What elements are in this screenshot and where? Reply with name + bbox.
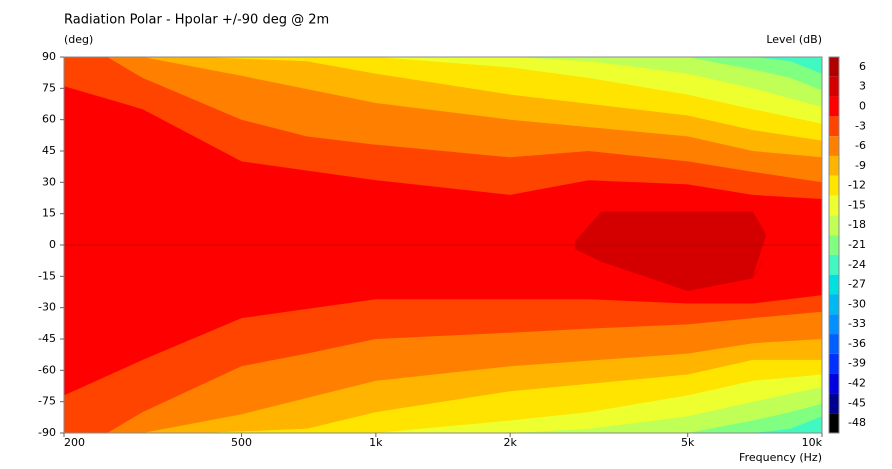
colorbar-tick-label: -9 — [855, 159, 866, 172]
x-tick-label: 1k — [369, 436, 383, 449]
colorbar-swatch — [829, 294, 839, 315]
colorbar-tick-label: -27 — [848, 278, 866, 291]
y-tick-label: -30 — [38, 301, 56, 314]
y-tick-label: 90 — [42, 50, 56, 63]
colorbar-tick-label: -6 — [855, 139, 866, 152]
colorbar-swatch — [829, 393, 839, 414]
y-tick-label: 30 — [42, 175, 56, 188]
colorbar-swatch — [829, 136, 839, 156]
x-tick-label: 10k — [802, 436, 823, 449]
y-tick-label: -90 — [38, 426, 56, 439]
y-tick-label: 75 — [42, 81, 56, 94]
colorbar-frame — [828, 56, 840, 434]
colorbar-swatch — [829, 373, 839, 394]
x-axis-label: Frequency (Hz) — [739, 451, 822, 464]
y-axis-label: (deg) — [64, 33, 93, 46]
colorbar-tick-label: -48 — [848, 416, 866, 429]
x-tick-label: 200 — [64, 436, 85, 449]
colorbar-tick-label: 0 — [859, 99, 866, 112]
colorbar-tick-label: -39 — [848, 357, 866, 370]
y-tick-label: -60 — [38, 363, 56, 376]
contour-region — [64, 86, 822, 396]
colorbar-tick-label: -21 — [848, 238, 866, 251]
colorbar-swatch — [829, 96, 839, 117]
x-tick-label: 5k — [681, 436, 695, 449]
chart-title: Radiation Polar - Hpolar +/-90 deg @ 2m — [64, 13, 329, 28]
colorbar-swatch — [829, 274, 839, 295]
colorbar-tick-label: -30 — [848, 297, 866, 310]
colorbar-tick-label: -33 — [848, 317, 866, 330]
colorbar-tick-label: 6 — [859, 60, 866, 73]
y-tick-label: -45 — [38, 332, 56, 345]
x-tick-label: 500 — [231, 436, 252, 449]
colorbar-swatch — [829, 334, 839, 354]
colorbar-tick-label: -12 — [848, 179, 866, 192]
y-tick-label: -75 — [38, 395, 56, 408]
colorbar-swatch — [829, 57, 839, 77]
colorbar-swatch — [829, 76, 839, 97]
colorbar-tick-label: -45 — [848, 396, 866, 409]
colorbar-swatch — [829, 195, 839, 216]
colorbar-swatch — [829, 116, 839, 137]
colorbar-tick-label: -42 — [848, 377, 866, 390]
y-tick-label: -15 — [38, 269, 56, 282]
colorbar-tick-label: -18 — [848, 218, 866, 231]
x-tick-label: 2k — [503, 436, 517, 449]
colorbar-swatch — [829, 155, 839, 176]
colorbar-tick-label: -15 — [848, 198, 866, 211]
colorbar-swatch — [829, 314, 839, 335]
colorbar-tick-label: -24 — [848, 258, 866, 271]
colorbar-swatch — [829, 254, 839, 275]
y-tick-label: 0 — [49, 238, 56, 251]
y-tick-label: 60 — [42, 113, 56, 126]
contour-region — [575, 211, 767, 291]
y-tick-label: 15 — [42, 207, 56, 220]
colorbar-tick-label: 3 — [859, 80, 866, 93]
colorbar-swatch — [829, 353, 839, 374]
colorbar-swatch — [829, 175, 839, 196]
colorbar-swatch — [829, 215, 839, 236]
plot-area — [64, 57, 822, 433]
colorbar-tick-label: -3 — [855, 119, 866, 132]
colorbar-tick-label: -36 — [848, 337, 866, 350]
colorbar-swatch — [829, 235, 839, 255]
y-tick-label: 45 — [42, 144, 56, 157]
colorbar-swatch — [829, 413, 839, 433]
colorbar-label: Level (dB) — [766, 33, 822, 46]
